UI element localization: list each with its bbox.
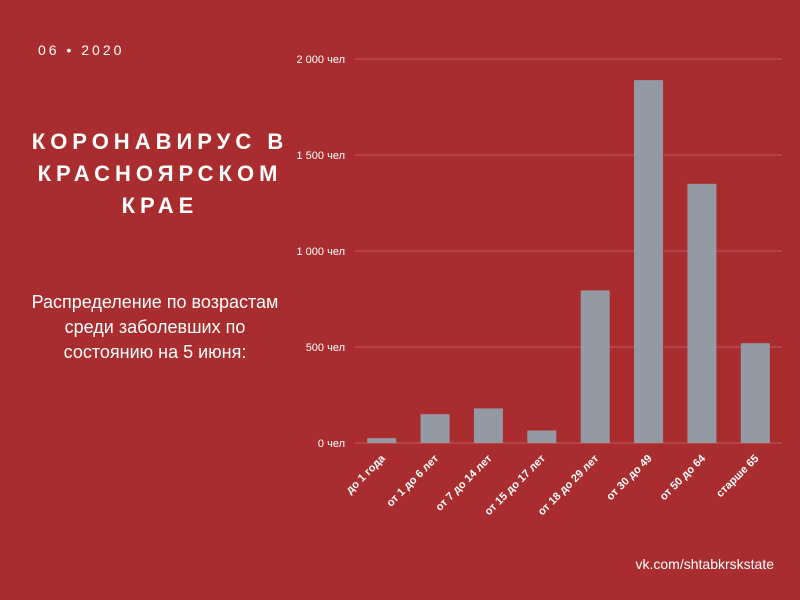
x-tick-label: до 1 года	[344, 452, 388, 496]
x-tick-label: от 1 до 6 лет	[384, 452, 441, 509]
x-tick-label: от 50 до 64	[658, 452, 709, 503]
date-label: 06 • 2020	[38, 42, 125, 58]
y-tick-label: 1 000 чел	[297, 246, 346, 258]
bar	[367, 438, 397, 443]
y-tick-label: 2 000 чел	[297, 54, 346, 66]
bar	[634, 80, 664, 444]
page-title: КОРОНАВИРУС В КРАСНОЯРСКОМ КРАЕ	[31, 129, 289, 218]
source-link[interactable]: vk.com/shtabkrskstate	[635, 556, 775, 572]
bar	[687, 183, 717, 444]
y-tick-label: 1 500 чел	[297, 150, 346, 162]
y-tick-label: 500 чел	[306, 342, 345, 354]
page-subtitle: Распределение по возрастам среди заболев…	[31, 292, 279, 362]
bar-chart: 0 чел 500 чел 1 000 чел 1 500 чел 2 000 чел д…	[297, 54, 782, 518]
y-tick-label: 0 чел	[318, 438, 345, 450]
x-tick-label: от 7 до 14 лет	[434, 452, 495, 513]
bar	[420, 414, 450, 443]
bar	[473, 408, 503, 443]
bar	[580, 290, 610, 443]
bar	[740, 343, 770, 443]
x-tick-label: от 30 до 49	[604, 453, 654, 503]
x-tick-label: старше 65	[714, 453, 761, 500]
bar	[527, 430, 557, 443]
